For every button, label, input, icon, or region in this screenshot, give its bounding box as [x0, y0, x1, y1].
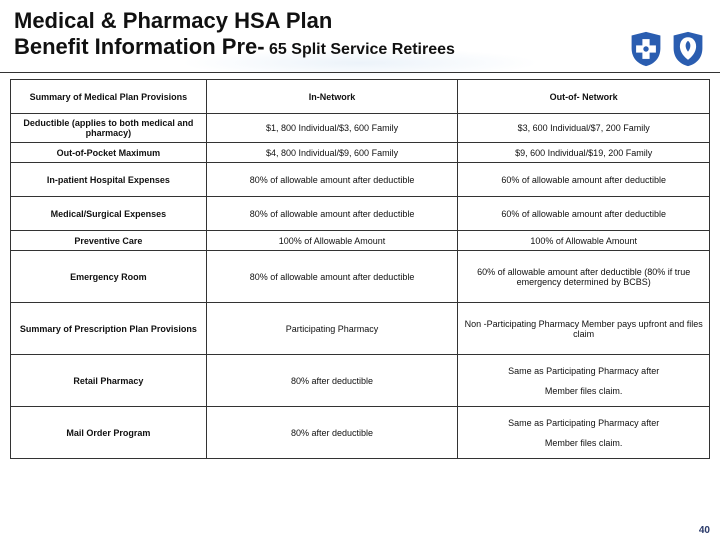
in-network-cell: 80% after deductible	[206, 355, 458, 407]
blueshield-logo-icon	[670, 30, 706, 68]
row-label: Preventive Care	[11, 231, 207, 251]
table-row: Mail Order Program80% after deductibleSa…	[11, 407, 710, 459]
out-network-cell: Same as Participating Pharmacy afterMemb…	[458, 355, 710, 407]
row-label: Summary of Prescription Plan Provisions	[11, 303, 207, 355]
title-line2-sub: 65 Split Service Retirees	[265, 41, 455, 58]
out-network-cell: $9, 600 Individual/$19, 200 Family	[458, 143, 710, 163]
title-line1: Medical & Pharmacy HSA Plan	[14, 8, 628, 34]
table-row: Out-of-Pocket Maximum$4, 800 Individual/…	[11, 143, 710, 163]
title-line2-main: Benefit Information Pre-	[14, 34, 265, 59]
in-network-cell: $4, 800 Individual/$9, 600 Family	[206, 143, 458, 163]
in-network-cell: 80% of allowable amount after deductible	[206, 251, 458, 303]
in-network-cell: Participating Pharmacy	[206, 303, 458, 355]
logo-area	[628, 8, 706, 68]
benefits-table-wrap: Summary of Medical Plan ProvisionsIn-Net…	[0, 73, 720, 459]
title-line2: Benefit Information Pre- 65 Split Servic…	[14, 34, 628, 60]
page-number: 40	[699, 525, 710, 536]
out-network-cell: Out-of- Network	[458, 80, 710, 114]
out-network-cell: 60% of allowable amount after deductible…	[458, 251, 710, 303]
row-label: Out-of-Pocket Maximum	[11, 143, 207, 163]
table-row: Retail Pharmacy80% after deductibleSame …	[11, 355, 710, 407]
row-label: Mail Order Program	[11, 407, 207, 459]
out-network-cell: $3, 600 Individual/$7, 200 Family	[458, 114, 710, 143]
in-network-cell: $1, 800 Individual/$3, 600 Family	[206, 114, 458, 143]
page-title: Medical & Pharmacy HSA Plan Benefit Info…	[14, 8, 628, 61]
benefits-table: Summary of Medical Plan ProvisionsIn-Net…	[10, 79, 710, 459]
out-network-cell: Same as Participating Pharmacy afterMemb…	[458, 407, 710, 459]
in-network-cell: 100% of Allowable Amount	[206, 231, 458, 251]
row-label: Retail Pharmacy	[11, 355, 207, 407]
row-label: Deductible (applies to both medical and …	[11, 114, 207, 143]
in-network-cell: 80% after deductible	[206, 407, 458, 459]
row-label: Emergency Room	[11, 251, 207, 303]
header: Medical & Pharmacy HSA Plan Benefit Info…	[0, 0, 720, 73]
table-row: Deductible (applies to both medical and …	[11, 114, 710, 143]
table-row: Preventive Care100% of Allowable Amount1…	[11, 231, 710, 251]
in-network-cell: In-Network	[206, 80, 458, 114]
out-network-cell: 60% of allowable amount after deductible	[458, 163, 710, 197]
row-label: Summary of Medical Plan Provisions	[11, 80, 207, 114]
table-row: Medical/Surgical Expenses80% of allowabl…	[11, 197, 710, 231]
in-network-cell: 80% of allowable amount after deductible	[206, 197, 458, 231]
table-row: Summary of Medical Plan ProvisionsIn-Net…	[11, 80, 710, 114]
table-row: Summary of Prescription Plan ProvisionsP…	[11, 303, 710, 355]
out-network-cell: 100% of Allowable Amount	[458, 231, 710, 251]
table-row: Emergency Room80% of allowable amount af…	[11, 251, 710, 303]
row-label: In-patient Hospital Expenses	[11, 163, 207, 197]
bluecross-logo-icon	[628, 30, 664, 68]
out-network-cell: Non -Participating Pharmacy Member pays …	[458, 303, 710, 355]
in-network-cell: 80% of allowable amount after deductible	[206, 163, 458, 197]
row-label: Medical/Surgical Expenses	[11, 197, 207, 231]
table-row: In-patient Hospital Expenses80% of allow…	[11, 163, 710, 197]
out-network-cell: 60% of allowable amount after deductible	[458, 197, 710, 231]
